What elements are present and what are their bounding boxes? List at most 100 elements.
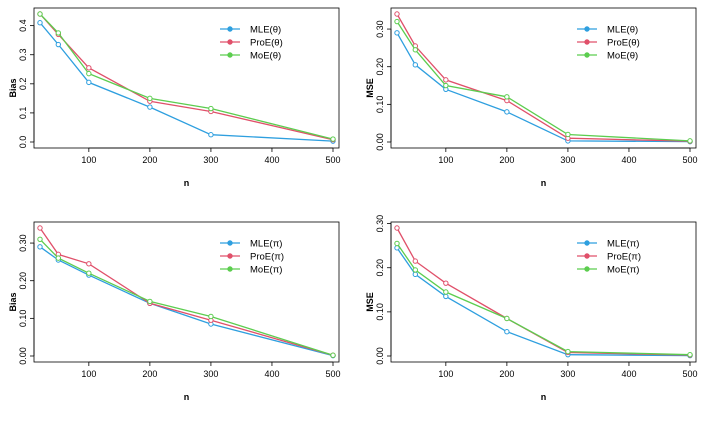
- x-tick-label: 300: [560, 155, 575, 165]
- x-tick-label: 300: [203, 369, 218, 379]
- data-point: [412, 258, 419, 264]
- legend-swatch-point: [227, 26, 233, 32]
- data-point: [443, 289, 449, 295]
- legend-swatch-point: [584, 26, 590, 32]
- legend-label: ProE(θ): [607, 38, 640, 49]
- series-line-1: [39, 227, 334, 356]
- y-tick-label: 0.00: [375, 133, 385, 151]
- data-point: [55, 255, 62, 261]
- series-line-0: [39, 22, 334, 142]
- y-tick-label: 0.10: [375, 303, 385, 321]
- data-point: [443, 82, 449, 89]
- plot-frame: [390, 7, 697, 149]
- data-point: [37, 236, 43, 242]
- data-point: [394, 18, 400, 25]
- chart-svg: 100 200 300 400 500 0.00 0.10 0.20 0.30 n MSE MLE(π…: [365, 215, 698, 402]
- x-tick-label: 100: [81, 155, 96, 165]
- data-point: [37, 225, 43, 231]
- series-line-1: [396, 227, 691, 356]
- legend-label: MoE(π): [607, 265, 639, 276]
- x-axis-title: n: [184, 392, 190, 402]
- legend-label: MoE(θ): [607, 51, 638, 62]
- y-tick-label: 0.3: [18, 48, 28, 61]
- data-point: [330, 136, 336, 142]
- data-point: [37, 20, 43, 26]
- data-point: [443, 77, 449, 83]
- data-point: [147, 104, 153, 110]
- data-point: [86, 270, 92, 276]
- data-point: [565, 348, 571, 355]
- data-point: [208, 105, 214, 112]
- legend-label: MoE(θ): [250, 51, 281, 62]
- legend-label: ProE(θ): [250, 38, 283, 49]
- series-line-1: [39, 13, 334, 141]
- data-point: [443, 280, 449, 286]
- plot-frame: [33, 221, 340, 363]
- legend-swatch-point: [227, 253, 233, 259]
- y-tick-label: 0.00: [18, 347, 28, 365]
- y-tick-label: 0.2: [18, 78, 28, 91]
- x-axis-title: n: [541, 178, 547, 188]
- x-tick-label: 100: [438, 155, 453, 165]
- series-line-2: [396, 21, 691, 142]
- plot-frame: [33, 7, 340, 149]
- y-tick-label: 0.20: [18, 272, 28, 290]
- series-line-2: [39, 13, 334, 140]
- series-line-0: [396, 32, 691, 143]
- y-axis-title: MSE: [365, 78, 375, 98]
- x-tick-label: 300: [203, 155, 218, 165]
- legend-swatch-point: [227, 240, 233, 246]
- x-tick-label: 500: [325, 369, 340, 379]
- chart-svg: 100 200 300 400 500 0.00 0.10 0.20 0.30 n Bias MLE(…: [8, 221, 341, 402]
- data-point: [55, 41, 62, 48]
- data-point: [394, 11, 400, 17]
- legend-label: MLE(θ): [250, 25, 281, 36]
- data-point: [504, 94, 510, 100]
- series-line-2: [39, 238, 334, 356]
- data-point: [37, 244, 43, 250]
- data-point: [504, 109, 510, 115]
- legend-swatch-point: [584, 240, 590, 246]
- data-point: [443, 293, 449, 300]
- data-point: [86, 65, 92, 71]
- x-axis-title: n: [184, 178, 190, 188]
- legend-swatch-point: [584, 39, 590, 45]
- y-tick-label: 0.0: [18, 136, 28, 149]
- data-point: [55, 30, 62, 36]
- chart-panel-bias-pi: 100 200 300 400 500 0.00 0.10 0.20 0.30 n Bias MLE(…: [0, 214, 357, 428]
- data-point: [687, 138, 693, 144]
- plot-frame: [390, 221, 697, 363]
- y-axis-title: MSE: [365, 292, 375, 312]
- x-tick-label: 400: [264, 369, 279, 379]
- legend-label: MoE(π): [250, 265, 282, 276]
- data-point: [330, 352, 336, 358]
- y-tick-label: 0.30: [18, 234, 28, 252]
- data-point: [412, 47, 419, 53]
- y-tick-label: 0.30: [375, 20, 385, 38]
- x-tick-label: 200: [499, 369, 514, 379]
- x-tick-label: 400: [621, 369, 636, 379]
- data-point: [504, 315, 510, 322]
- chart-svg: 100 200 300 400 500 0.0 0.1 0.2 0.3 0.4 n Bias MLE(θ…: [8, 7, 341, 188]
- data-point: [687, 351, 693, 358]
- x-tick-label: 500: [682, 369, 697, 379]
- data-point: [412, 271, 419, 278]
- legend-label: ProE(π): [250, 252, 284, 263]
- series-line-0: [39, 246, 334, 357]
- data-point: [147, 95, 153, 102]
- data-point: [412, 267, 419, 273]
- x-tick-label: 400: [264, 155, 279, 165]
- legend-swatch-point: [584, 52, 590, 58]
- data-point: [86, 261, 92, 267]
- y-tick-label: 0.10: [18, 310, 28, 328]
- data-point: [412, 62, 419, 68]
- y-tick-label: 0.1: [18, 107, 28, 120]
- y-tick-label: 0.20: [375, 259, 385, 277]
- legend-swatch-point: [227, 266, 233, 272]
- y-axis-title: Bias: [8, 78, 18, 97]
- y-tick-label: 0.00: [375, 347, 385, 365]
- legend-label: ProE(π): [607, 252, 641, 263]
- chart-panel-mse-pi: 100 200 300 400 500 0.00 0.10 0.20 0.30 n MSE MLE(π…: [357, 214, 714, 428]
- legend-swatch-point: [227, 52, 233, 58]
